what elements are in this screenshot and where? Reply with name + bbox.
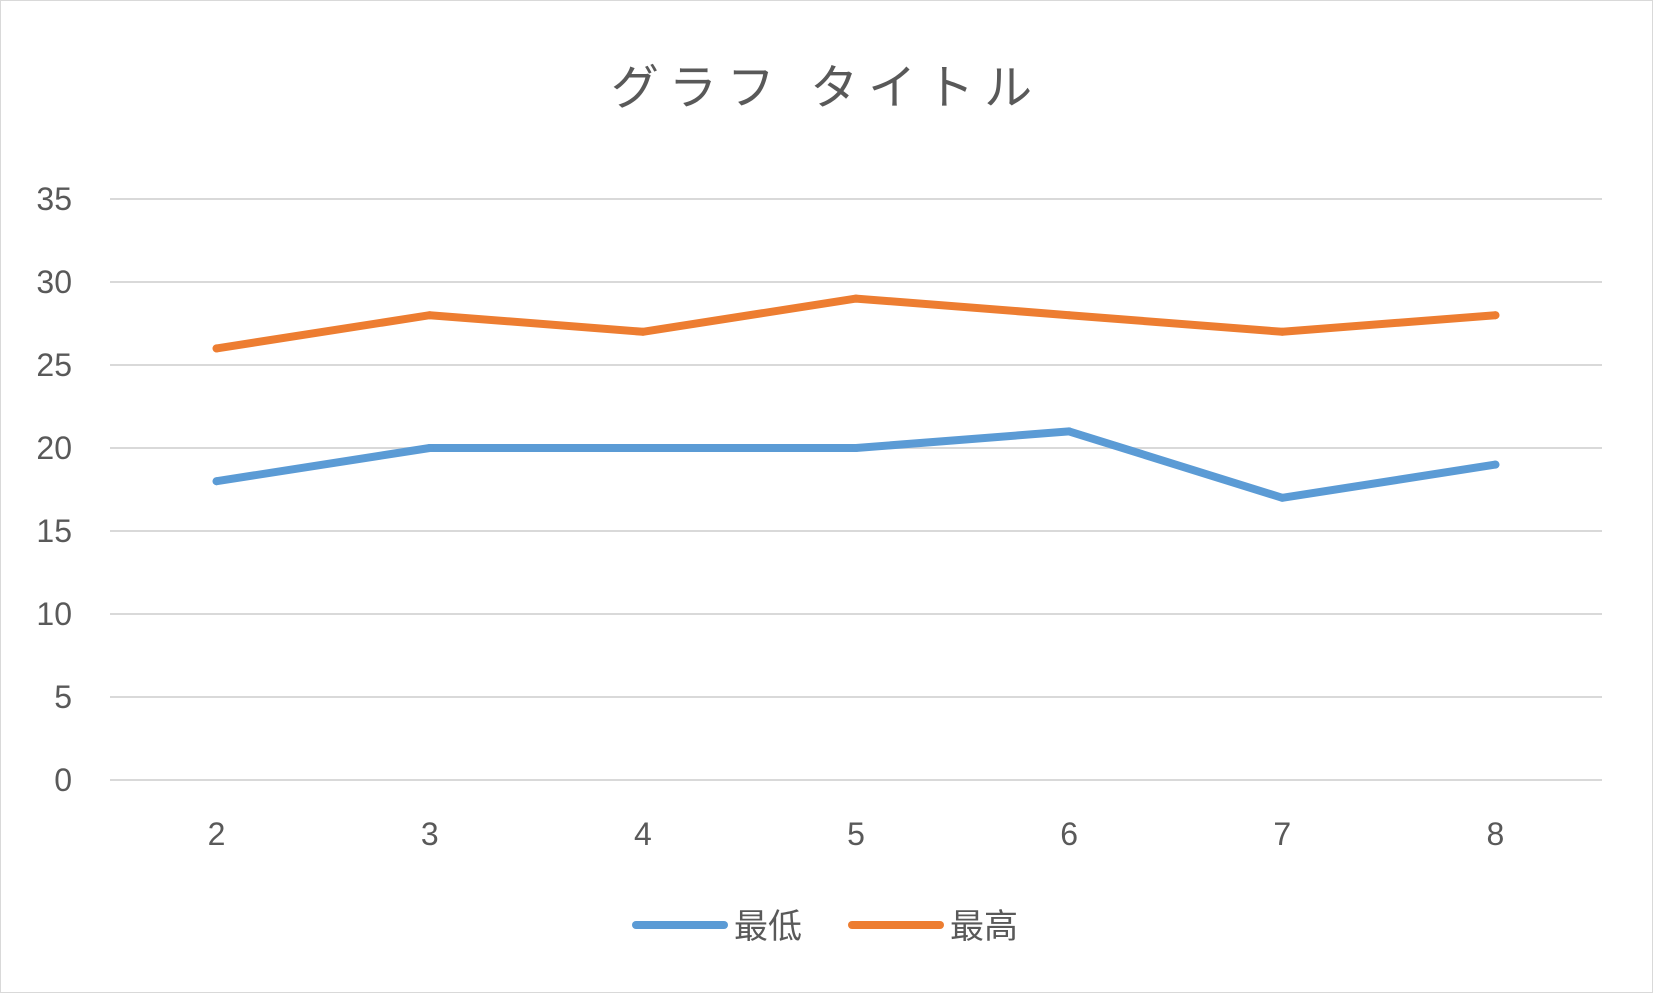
data-point xyxy=(1065,427,1074,436)
series-line-0 xyxy=(212,427,1500,502)
chart-title: グラフ タイトル xyxy=(610,60,1043,116)
legend: 最低 最高 xyxy=(632,907,1018,947)
data-point xyxy=(1278,493,1287,502)
y-tick-label: 0 xyxy=(54,762,72,798)
series-line-1 xyxy=(212,294,1500,353)
data-point xyxy=(852,294,860,303)
legend-label-0: 最低 xyxy=(734,907,802,947)
series-lines xyxy=(212,294,1500,502)
y-tick-label: 20 xyxy=(36,430,72,466)
data-point xyxy=(1491,460,1500,469)
y-tick-label: 15 xyxy=(36,513,72,549)
x-axis-ticks: 2 3 4 5 6 7 8 xyxy=(208,816,1505,852)
legend-label-1: 最高 xyxy=(950,907,1018,947)
data-point xyxy=(212,344,221,353)
y-tick-label: 5 xyxy=(54,679,72,715)
data-point xyxy=(1065,311,1074,320)
x-tick-label: 6 xyxy=(1060,816,1078,852)
x-tick-label: 5 xyxy=(847,816,865,852)
x-tick-label: 2 xyxy=(208,816,226,852)
data-point xyxy=(638,444,647,452)
x-tick-label: 7 xyxy=(1273,816,1291,852)
y-tick-label: 35 xyxy=(36,181,72,217)
x-tick-label: 8 xyxy=(1487,816,1505,852)
data-point xyxy=(1278,327,1287,336)
data-point xyxy=(1491,311,1500,320)
y-tick-label: 25 xyxy=(36,347,72,383)
x-tick-label: 3 xyxy=(421,816,439,852)
data-point xyxy=(425,311,434,320)
x-tick-label: 4 xyxy=(634,816,652,852)
data-point xyxy=(638,327,647,336)
data-point xyxy=(425,444,434,452)
y-tick-label: 30 xyxy=(36,264,72,300)
y-axis-ticks: 0 5 10 15 20 25 30 35 xyxy=(36,181,72,798)
data-point xyxy=(212,477,221,486)
y-tick-label: 10 xyxy=(36,596,72,632)
data-point xyxy=(852,444,860,452)
gridlines xyxy=(110,198,1602,781)
